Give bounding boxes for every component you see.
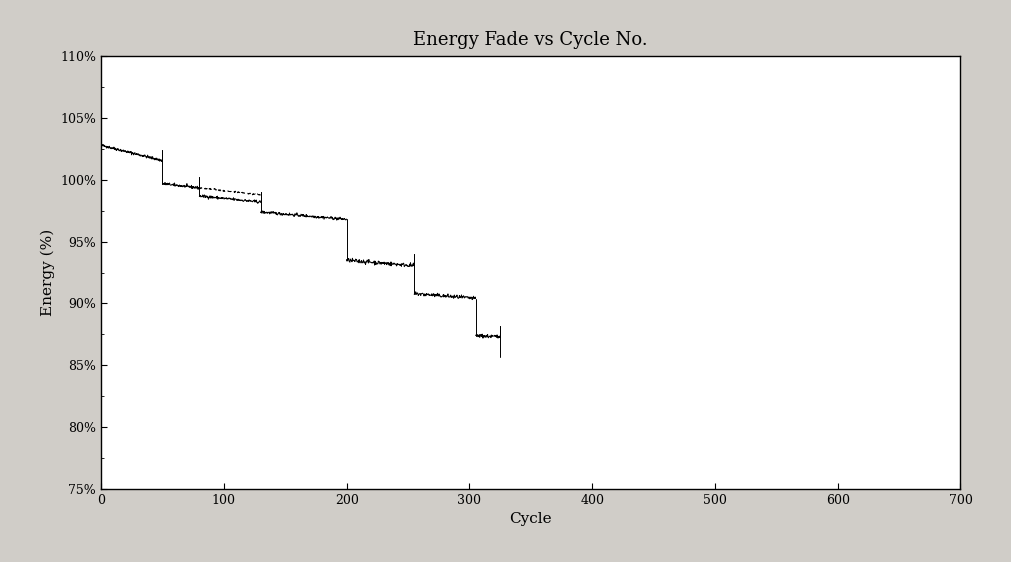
Title: Energy Fade vs Cycle No.: Energy Fade vs Cycle No. xyxy=(413,31,648,49)
X-axis label: Cycle: Cycle xyxy=(510,513,552,527)
Y-axis label: Energy (%): Energy (%) xyxy=(40,229,55,316)
